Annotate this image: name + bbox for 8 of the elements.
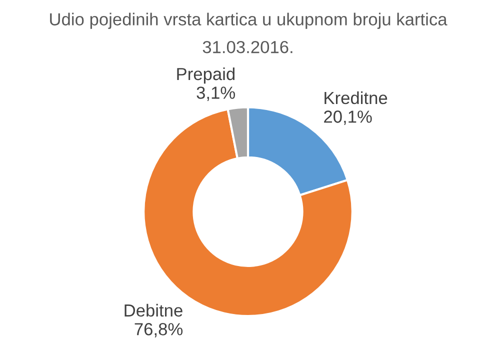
data-label: 20,1% <box>324 110 372 125</box>
data-label: 76,8% <box>134 323 183 338</box>
chart-title: Udio pojedinih vrsta kartica u ukupnom broju kartica <box>50 12 448 29</box>
slice-label: Debitne <box>124 304 182 317</box>
data-label: 3,1% <box>196 86 235 101</box>
chart-subtitle: 31.03.2016. <box>202 40 292 54</box>
slice-label: Prepaid <box>177 67 234 84</box>
slice-label: Kreditne <box>324 91 388 104</box>
